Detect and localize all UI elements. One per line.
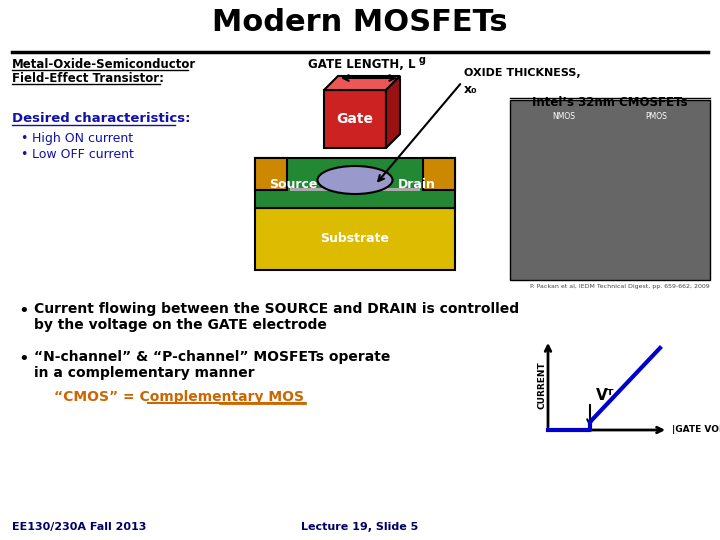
Text: CURRENT: CURRENT [538, 361, 546, 409]
Text: Drain: Drain [398, 179, 436, 192]
Text: Current flowing between the SOURCE and DRAIN is controlled: Current flowing between the SOURCE and D… [34, 302, 519, 316]
Text: in a complementary manner: in a complementary manner [34, 366, 255, 380]
Bar [255, 158, 287, 190]
Text: EE130/230A Fall 2013: EE130/230A Fall 2013 [12, 522, 146, 532]
Text: g: g [419, 55, 426, 65]
Text: •: • [18, 302, 29, 320]
Text: Intel’s 32nm CMOSFETs: Intel’s 32nm CMOSFETs [532, 96, 688, 109]
Text: Low OFF current: Low OFF current [32, 148, 134, 161]
Text: •: • [20, 132, 27, 145]
Text: Lecture 19, Slide 5: Lecture 19, Slide 5 [302, 522, 418, 532]
Text: Vᵀ: Vᵀ [596, 388, 614, 402]
Text: |GATE VOLTAGE|: |GATE VOLTAGE| [672, 426, 720, 435]
Text: PMOS: PMOS [645, 112, 667, 121]
Text: High ON current: High ON current [32, 132, 133, 145]
Ellipse shape [318, 166, 392, 194]
Polygon shape [324, 76, 400, 90]
Bar [423, 158, 455, 190]
Text: Substrate: Substrate [320, 233, 390, 246]
Text: Metal-Oxide-Semiconductor: Metal-Oxide-Semiconductor [12, 58, 197, 71]
Bar [255, 208, 455, 270]
Bar [324, 90, 386, 148]
Text: x₀: x₀ [464, 83, 477, 96]
Bar [255, 158, 455, 208]
Text: OXIDE THICKNESS,: OXIDE THICKNESS, [464, 68, 580, 78]
Text: GATE LENGTH, L: GATE LENGTH, L [308, 58, 415, 71]
Text: Field-Effect Transistor:: Field-Effect Transistor: [12, 72, 164, 85]
Text: “CMOS” = Complementary MOS: “CMOS” = Complementary MOS [54, 390, 304, 404]
Text: Source: Source [269, 179, 318, 192]
Text: P. Packan et al, IEDM Technical Digest, pp. 659-662, 2009: P. Packan et al, IEDM Technical Digest, … [530, 284, 710, 289]
Text: Modern MOSFETs: Modern MOSFETs [212, 8, 508, 37]
Text: •: • [20, 148, 27, 161]
Text: Gate: Gate [336, 112, 374, 126]
Text: •: • [18, 350, 29, 368]
Text: Desired characteristics:: Desired characteristics: [12, 112, 191, 125]
Text: “N-channel” & “P-channel” MOSFETs operate: “N-channel” & “P-channel” MOSFETs operat… [34, 350, 390, 364]
Text: by the voltage on the GATE electrode: by the voltage on the GATE electrode [34, 318, 327, 332]
Bar [510, 100, 710, 280]
Text: NMOS: NMOS [552, 112, 575, 121]
Bar [290, 188, 420, 191]
Polygon shape [386, 76, 400, 148]
